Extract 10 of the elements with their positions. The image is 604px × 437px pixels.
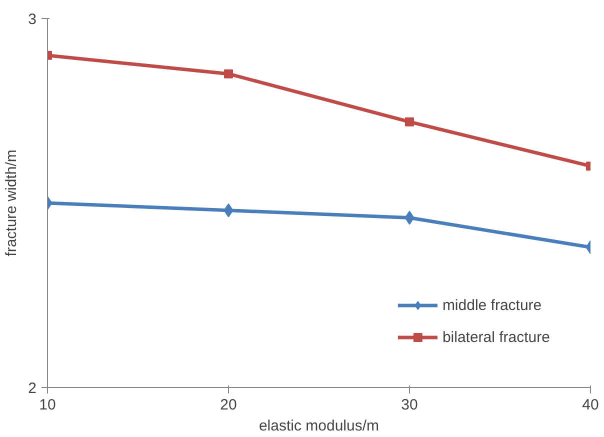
y-axis-title: fracture width/m [3,150,20,256]
legend-label: bilateral fracture [442,328,550,346]
x-tick-label: 20 [220,396,237,414]
x-axis-title: elastic modulus/m [258,418,380,434]
y-tick-label: 2 [28,380,36,397]
x-tick-label: 10 [39,396,56,414]
legend-label: middle fracture [442,296,542,314]
x-tick-label: 30 [401,396,418,414]
y-tick-label: 3 [28,11,36,28]
x-tick-label: 40 [582,396,599,414]
